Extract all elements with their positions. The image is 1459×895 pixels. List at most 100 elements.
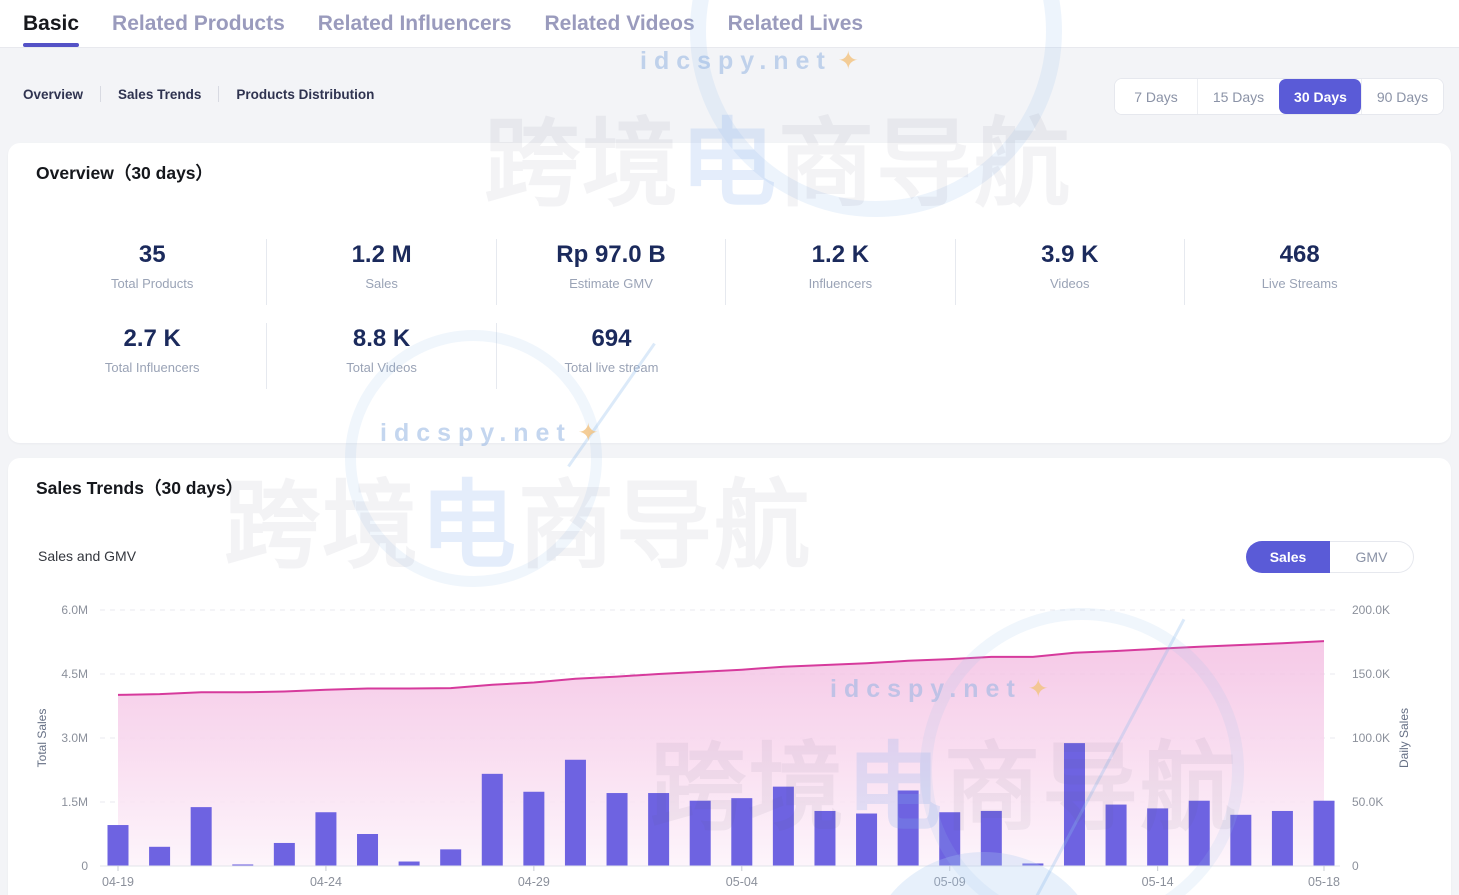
overview-card: Overview（30 days） 35 Total Products 1.2 M S… — [8, 143, 1451, 443]
total-sales-area — [118, 641, 1324, 866]
daily-sales-bar-05-09 — [939, 812, 961, 866]
daily-sales-bar-04-26 — [398, 861, 420, 866]
left-axis-tick: 0 — [81, 859, 88, 873]
tab-related-influencers[interactable]: Related Influencers — [317, 11, 512, 35]
daily-sales-bar-05-14 — [1147, 808, 1169, 866]
tab-related-videos[interactable]: Related Videos — [544, 11, 695, 35]
daily-sales-bar-04-23 — [273, 842, 295, 866]
watermark-url-text: idcspy.net — [640, 47, 832, 75]
stat-estimate-gmv: Rp 97.0 B Estimate GMV — [497, 239, 727, 305]
time-filter-90-days[interactable]: 90 Days — [1361, 79, 1443, 114]
sparkle-icon: ✦ — [837, 47, 859, 75]
right-axis-tick: 200.0K — [1352, 603, 1390, 617]
overview-title: Overview（30 days） — [36, 163, 214, 183]
sales-trends-title: Sales Trends（30 days） — [36, 478, 244, 498]
daily-sales-bar-04-20 — [149, 846, 171, 866]
breadcrumb-nav: Overview Sales Trends Products Distributio… — [23, 86, 374, 102]
daily-sales-bar-05-15 — [1188, 800, 1210, 866]
daily-sales-bar-05-17 — [1271, 810, 1293, 866]
daily-sales-bar-05-05 — [772, 786, 794, 866]
daily-sales-bar-04-22 — [232, 864, 254, 866]
stat-label: Estimate GMV — [569, 276, 653, 291]
stat-label: Total live stream — [564, 360, 659, 375]
stat-label: Sales — [365, 276, 398, 291]
daily-sales-bar-04-29 — [523, 791, 545, 866]
daily-sales-bar-05-02 — [648, 793, 670, 866]
stat-total-products: 35 Total Products — [38, 239, 268, 305]
x-axis-label: 04-29 — [518, 875, 550, 889]
divider — [218, 86, 220, 102]
daily-sales-bar-05-04 — [731, 798, 753, 866]
x-axis-label: 05-09 — [934, 875, 966, 889]
stat-label: Live Streams — [1261, 276, 1338, 291]
tabs: Basic Related Products Related Influencers… — [0, 0, 1459, 47]
daily-sales-bar-05-07 — [856, 813, 878, 866]
divider — [100, 86, 102, 102]
x-axis-label: 05-14 — [1142, 875, 1174, 889]
daily-sales-bar-04-21 — [190, 807, 212, 866]
chart-subtitle: Sales and GMV — [38, 548, 137, 564]
overview-stats-row-2: 2.7 K Total Influencers 8.8 K Total Videos 6… — [38, 323, 726, 389]
right-axis-tick: 50.0K — [1352, 795, 1383, 809]
stat-total-influencers: 2.7 K Total Influencers — [38, 323, 268, 389]
time-filter-15-days[interactable]: 15 Days — [1197, 79, 1279, 114]
stat-total-live-stream: 694 Total live stream — [497, 323, 726, 389]
stat-value: 1.2 K — [811, 241, 870, 268]
left-axis-title: Total Sales — [35, 709, 49, 768]
daily-sales-bar-05-12 — [1063, 743, 1085, 866]
toggle-gmv[interactable]: GMV — [1330, 541, 1414, 573]
time-filter-7-days[interactable]: 7 Days — [1115, 79, 1197, 114]
daily-sales-bar-05-01 — [606, 793, 628, 866]
stat-label: Total Videos — [346, 360, 417, 375]
daily-sales-bar-05-11 — [1022, 863, 1044, 866]
daily-sales-bar-04-30 — [564, 759, 586, 866]
stat-label: Videos — [1050, 276, 1090, 291]
subnav-item-overview[interactable]: Overview — [23, 86, 84, 102]
subnav-item-sales-trends[interactable]: Sales Trends — [118, 86, 202, 102]
daily-sales-bar-04-24 — [315, 812, 337, 866]
stat-label: Influencers — [808, 276, 873, 291]
daily-sales-bar-05-10 — [980, 810, 1002, 866]
time-range-filter: 7 Days 15 Days 30 Days 90 Days — [1114, 78, 1444, 115]
stat-value: 2.7 K — [123, 325, 181, 352]
left-axis-tick: 3.0M — [61, 731, 88, 745]
stat-live-streams: 468 Live Streams — [1185, 239, 1414, 305]
toggle-sales[interactable]: Sales — [1246, 541, 1330, 573]
daily-sales-bar-05-08 — [897, 790, 919, 866]
daily-sales-bar-05-16 — [1230, 814, 1252, 866]
overview-stats-row-1: 35 Total Products 1.2 M Sales Rp 97.0 B Estim… — [38, 239, 1414, 305]
x-axis-label: 05-04 — [726, 875, 758, 889]
stat-value: 8.8 K — [352, 325, 411, 352]
right-axis-tick: 0 — [1352, 859, 1359, 873]
left-axis-tick: 1.5M — [61, 795, 88, 809]
stat-value: 468 — [1279, 241, 1320, 268]
sales-gmv-toggle: Sales GMV — [1246, 541, 1414, 573]
stat-value: 35 — [138, 241, 166, 268]
stat-value: Rp 97.0 B — [556, 241, 666, 268]
stat-value: 694 — [591, 325, 632, 352]
daily-sales-bar-04-25 — [357, 834, 379, 866]
sales-trend-chart[interactable]: 0 0 1.5M 50.0K 3.0M 100.0K 4.5M 150.0K 6.0M 200.0… — [0, 580, 1459, 895]
right-axis-title: Daily Sales — [1397, 708, 1411, 768]
daily-sales-bar-04-28 — [481, 773, 503, 866]
daily-sales-bar-05-13 — [1105, 804, 1127, 866]
tab-related-lives[interactable]: Related Lives — [727, 11, 864, 35]
daily-sales-bar-05-18 — [1313, 800, 1335, 866]
left-axis-tick: 4.5M — [61, 667, 88, 681]
stat-value: 3.9 K — [1041, 241, 1099, 268]
x-axis-label: 04-19 — [102, 875, 134, 889]
top-tab-bar: Basic Related Products Related Influencers… — [0, 0, 1459, 48]
subnav-item-products-distribution[interactable]: Products Distribution — [236, 86, 375, 102]
daily-sales-bar-05-06 — [814, 810, 836, 866]
time-filter-30-days[interactable]: 30 Days — [1279, 79, 1361, 114]
right-axis-tick: 100.0K — [1352, 731, 1390, 745]
daily-sales-bar-05-03 — [689, 800, 711, 866]
stat-videos: 3.9 K Videos — [956, 239, 1185, 305]
tab-related-products[interactable]: Related Products — [112, 11, 285, 35]
stat-label: Total Influencers — [104, 360, 200, 375]
total-sales-line — [117, 640, 1325, 696]
stat-label: Total Products — [111, 276, 194, 291]
tab-basic[interactable]: Basic — [23, 0, 80, 47]
left-axis-tick: 6.0M — [61, 603, 88, 617]
